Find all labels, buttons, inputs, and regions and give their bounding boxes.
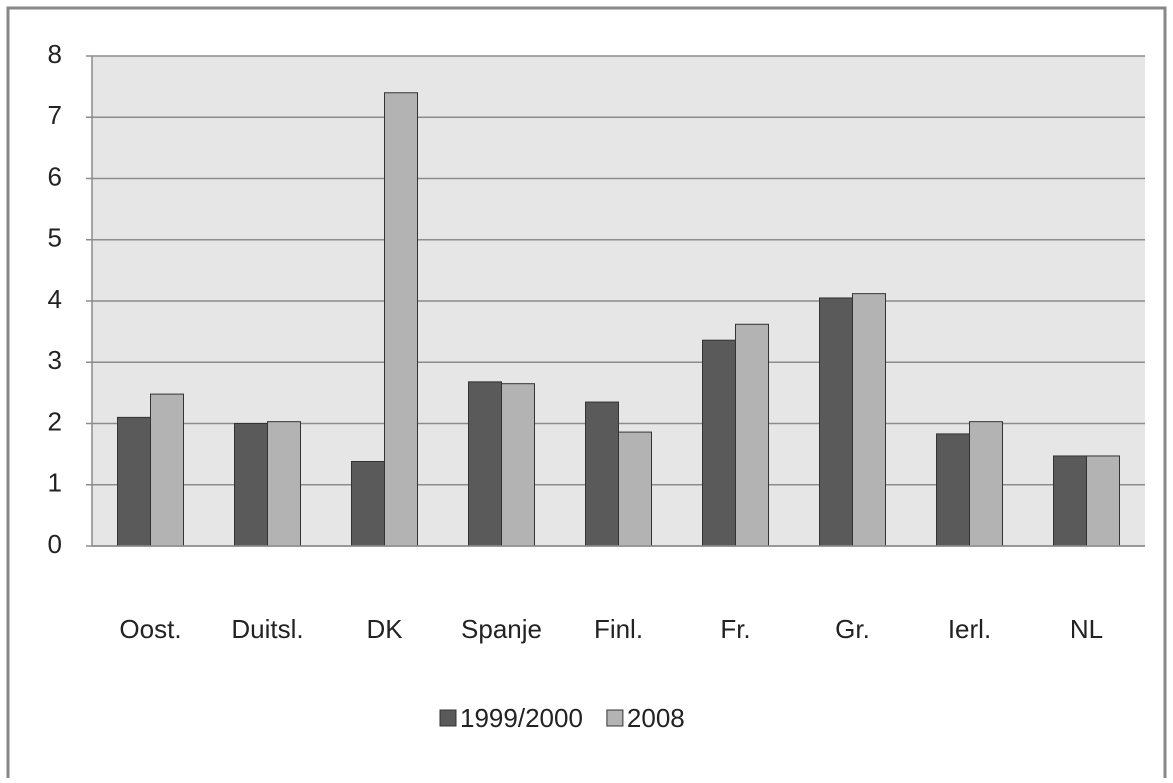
x-tick-label: Fr. xyxy=(720,614,750,644)
y-tick-label: 8 xyxy=(48,39,62,69)
x-tick-label: NL xyxy=(1070,614,1103,644)
legend-swatch xyxy=(439,709,457,727)
y-tick-label: 2 xyxy=(48,406,62,436)
bar xyxy=(735,323,769,547)
y-tick-label: 1 xyxy=(48,468,62,498)
bar xyxy=(969,421,1003,547)
bar xyxy=(234,423,268,547)
x-tick-label: Duitsl. xyxy=(231,614,303,644)
legend-label: 2008 xyxy=(627,703,685,733)
y-tick-label: 0 xyxy=(48,529,62,559)
y-tick-label: 4 xyxy=(48,284,62,314)
bar xyxy=(936,433,970,547)
x-tick-label: DK xyxy=(366,614,403,644)
bar xyxy=(702,339,736,547)
bar xyxy=(1086,455,1120,547)
bar xyxy=(351,460,385,547)
x-tick-label: Spanje xyxy=(461,614,542,644)
bar xyxy=(819,297,853,547)
bar xyxy=(117,416,151,547)
x-tick-label: Gr. xyxy=(835,614,870,644)
bar xyxy=(150,393,184,547)
bar xyxy=(1053,455,1087,547)
bar xyxy=(618,431,652,547)
y-tick-label: 5 xyxy=(48,223,62,253)
y-tick-label: 6 xyxy=(48,161,62,191)
x-tick-label: Ierl. xyxy=(948,614,991,644)
bar xyxy=(501,383,535,547)
bar xyxy=(468,381,502,547)
x-tick-label: Finl. xyxy=(594,614,643,644)
y-tick-label: 3 xyxy=(48,345,62,375)
bar xyxy=(585,401,619,547)
x-tick-label: Oost. xyxy=(119,614,181,644)
bar xyxy=(267,421,301,547)
legend-label: 1999/2000 xyxy=(460,703,583,733)
legend-swatch xyxy=(606,709,624,727)
bar xyxy=(852,293,886,547)
bar xyxy=(384,92,418,547)
y-tick-label: 7 xyxy=(48,100,62,130)
